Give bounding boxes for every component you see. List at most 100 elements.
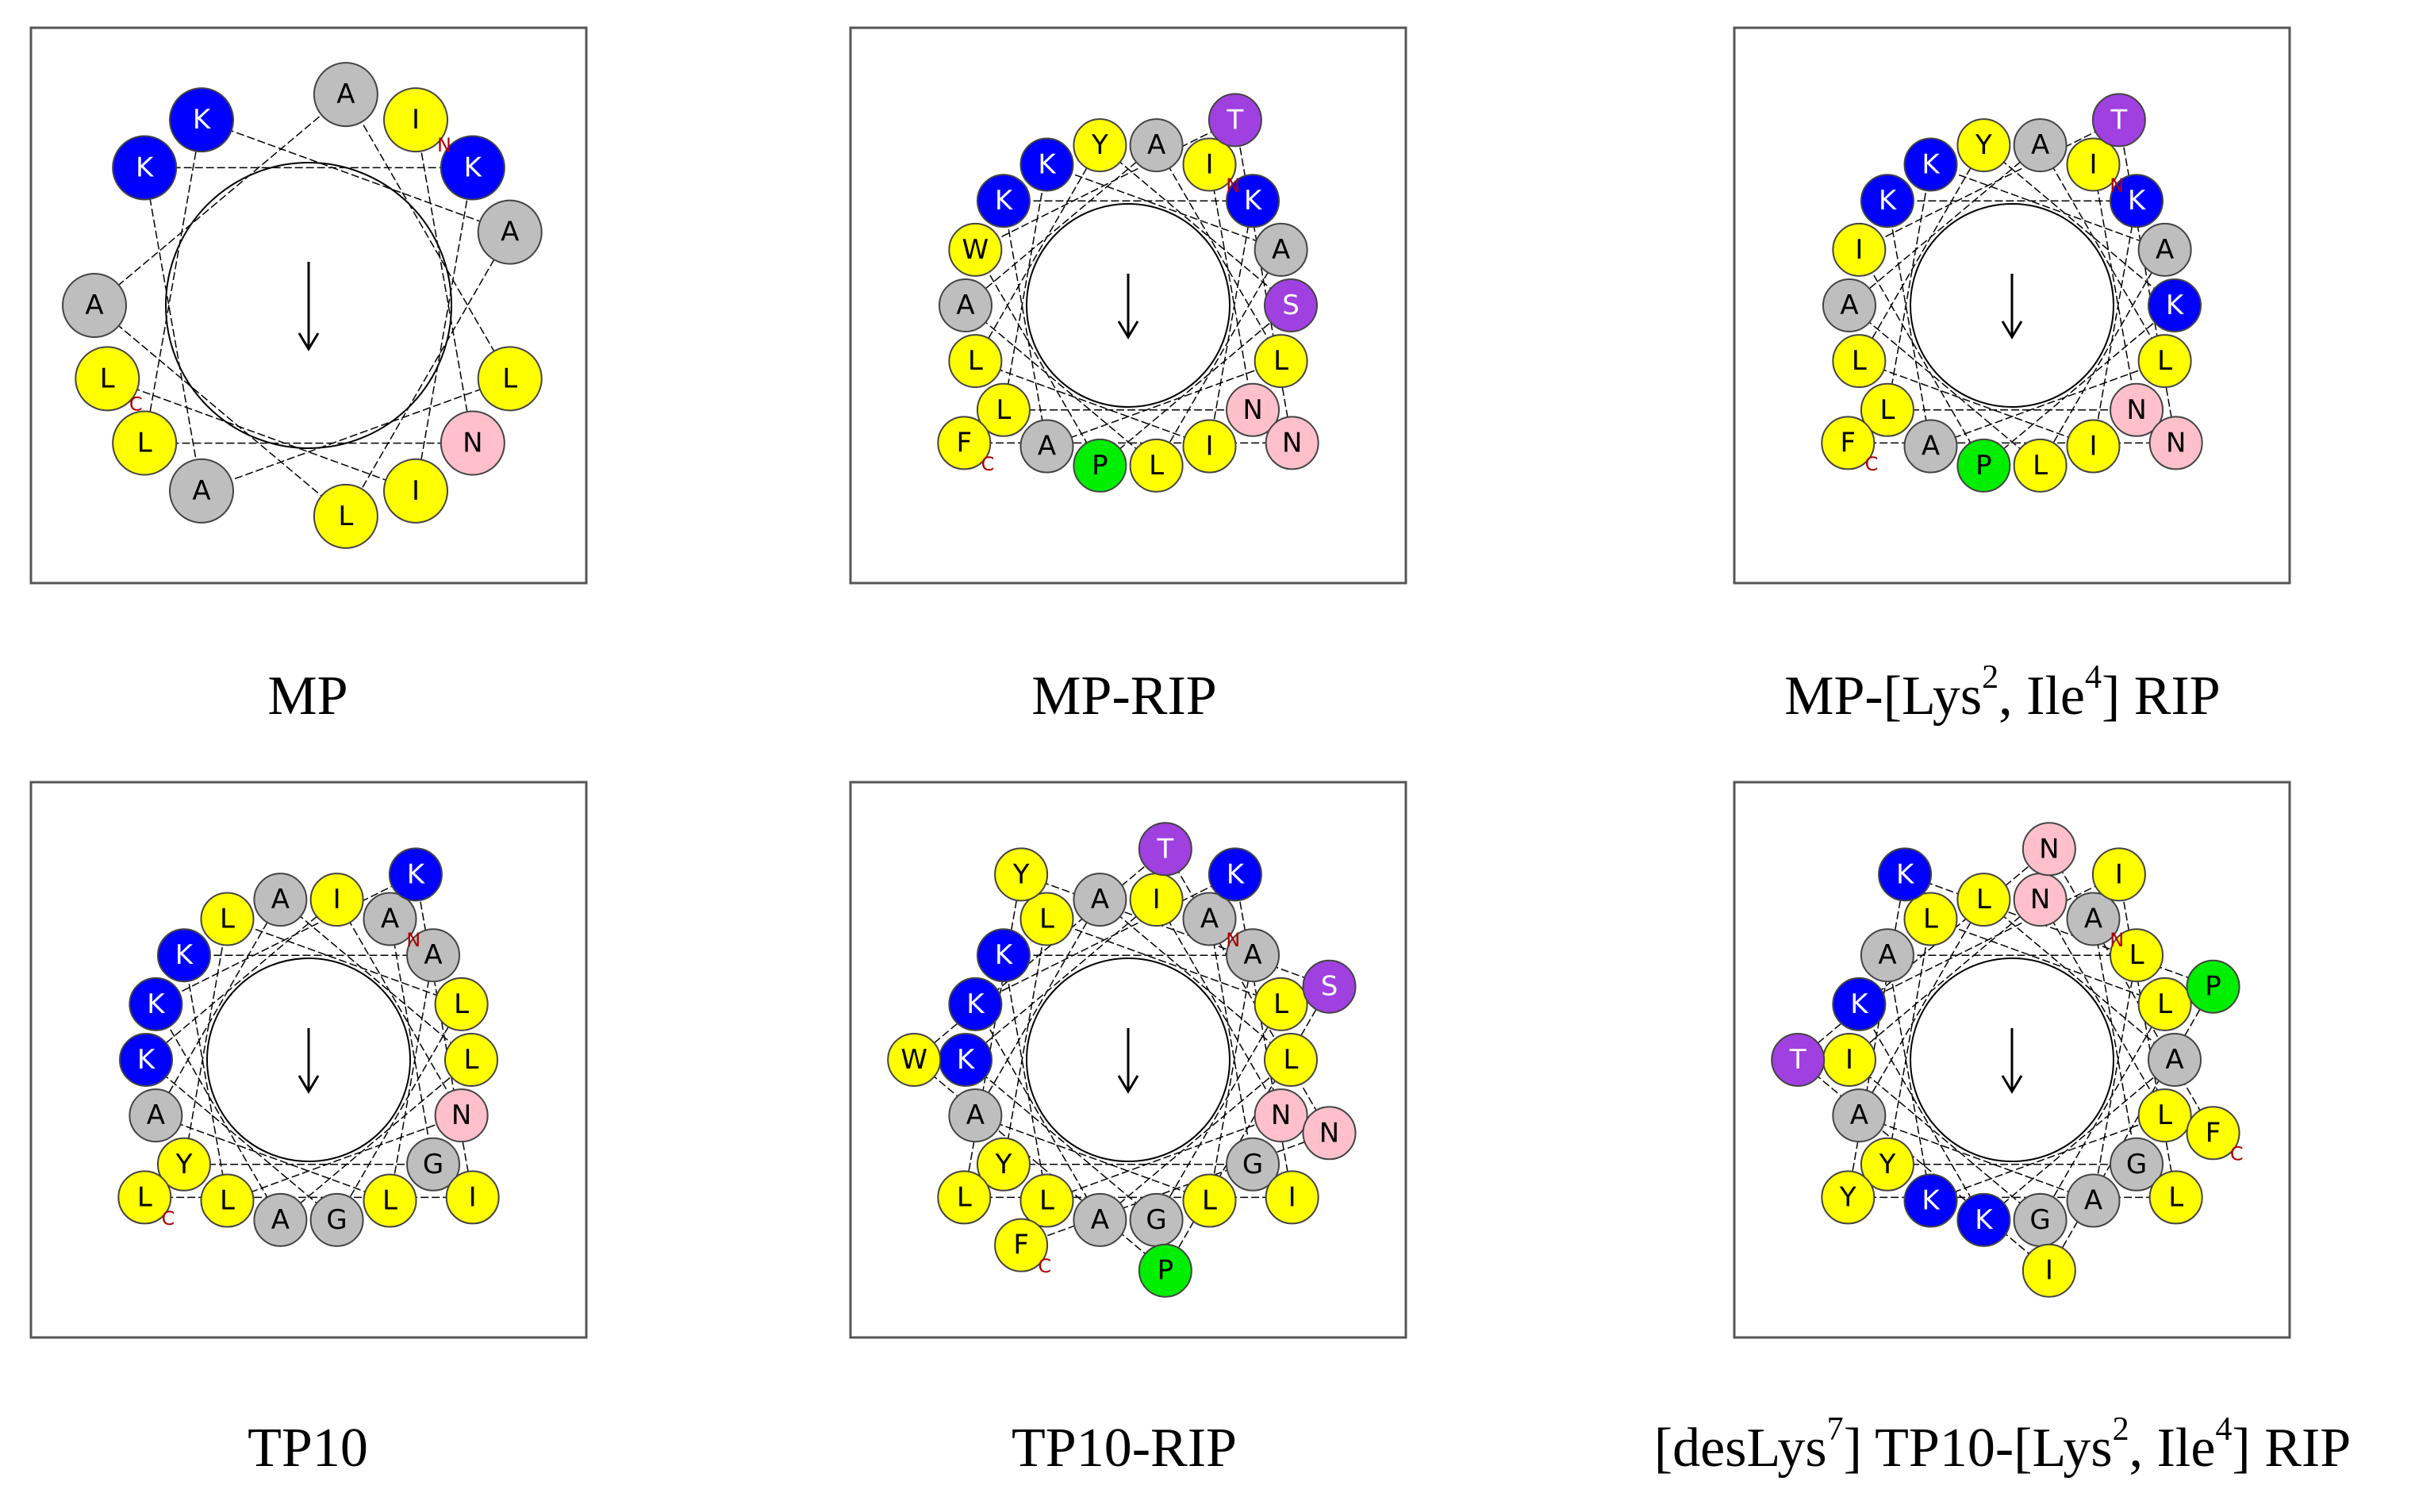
residue: I bbox=[1265, 1170, 1319, 1225]
residue: L bbox=[200, 1173, 255, 1228]
residue-circle bbox=[1182, 419, 1237, 474]
residue-letter: A bbox=[1147, 129, 1165, 161]
residue: K bbox=[2110, 174, 2164, 228]
residue: P bbox=[1073, 438, 1127, 493]
residue-letter: A bbox=[2031, 129, 2049, 161]
residue: L bbox=[1903, 892, 1958, 946]
residue-letter: A bbox=[1200, 903, 1219, 934]
residue-circle bbox=[1182, 892, 1237, 946]
caption-superscript: 2 bbox=[2113, 1411, 2129, 1448]
residue-circle bbox=[937, 416, 992, 470]
residue-letter: L bbox=[1202, 1185, 1217, 1217]
caption-text: ] RIP bbox=[2102, 666, 2221, 727]
residue: L bbox=[363, 1173, 417, 1228]
residue: L bbox=[444, 1033, 498, 1087]
residue-circle bbox=[2110, 1137, 2164, 1192]
residue: K bbox=[1903, 137, 1958, 192]
residue-circle bbox=[1903, 1173, 1958, 1228]
caption-text: TP10 bbox=[248, 1418, 368, 1479]
residue-letter: I bbox=[333, 884, 341, 915]
residue-circle bbox=[976, 928, 1031, 983]
residue-letter: P bbox=[2205, 971, 2221, 1003]
residue-letter: A bbox=[1272, 234, 1290, 266]
residue-letter: Y bbox=[1879, 1149, 1896, 1180]
residue: N bbox=[1302, 1106, 1357, 1161]
c-terminus-label: C bbox=[129, 393, 143, 415]
residue-letter: I bbox=[1855, 234, 1863, 266]
residue-circle bbox=[1822, 278, 1876, 332]
residue: L bbox=[1019, 1173, 1074, 1228]
wheel-core bbox=[1026, 203, 1231, 408]
residue: Y bbox=[1956, 118, 2011, 173]
residue: L bbox=[2013, 438, 2068, 493]
residue-letter: I bbox=[412, 104, 420, 136]
residue-circle bbox=[445, 1170, 500, 1225]
caption-text: [desLys bbox=[1654, 1418, 1827, 1479]
residue-letter: W bbox=[900, 1044, 927, 1076]
residue-letter: K bbox=[175, 939, 194, 971]
residue: A bbox=[2066, 1173, 2121, 1228]
residue-circle bbox=[1264, 278, 1318, 332]
residue-letter: L bbox=[1879, 394, 1895, 426]
residue-circle bbox=[2186, 1106, 2240, 1161]
residue-letter: Y bbox=[1091, 129, 1108, 161]
residue-circle bbox=[2013, 438, 2068, 493]
residue-circle bbox=[2148, 278, 2202, 332]
residue-circle bbox=[1254, 1088, 1308, 1143]
residue-circle bbox=[313, 62, 378, 128]
residue-letter: L bbox=[957, 1181, 972, 1213]
wheel-core bbox=[206, 957, 411, 1162]
residue-letter: P bbox=[1158, 1255, 1174, 1287]
hydrophobic-moment-arrow bbox=[1117, 1028, 1139, 1094]
residue: L bbox=[937, 1170, 992, 1225]
residue: Y bbox=[994, 847, 1049, 902]
residue-letter: I bbox=[2089, 431, 2097, 462]
residue: W bbox=[887, 1033, 942, 1087]
residue: K bbox=[1208, 847, 1262, 902]
residue: P bbox=[2186, 959, 2240, 1014]
residue-circle bbox=[363, 892, 417, 946]
residue-circle bbox=[363, 1173, 417, 1228]
residue-circle bbox=[1254, 222, 1308, 277]
residue: I bbox=[1129, 873, 1184, 927]
residue: K bbox=[119, 1033, 173, 1087]
residue-letter: G bbox=[1146, 1204, 1166, 1236]
residue-circle bbox=[1226, 928, 1280, 983]
residue: A bbox=[1903, 419, 1958, 474]
residue-circle bbox=[1265, 416, 1319, 470]
residue-circle bbox=[937, 1170, 992, 1225]
residue-letter: K bbox=[1850, 988, 1869, 1020]
residue-circle bbox=[1832, 1088, 1887, 1143]
residue-letter: L bbox=[220, 903, 235, 934]
residue: A bbox=[62, 273, 127, 338]
c-terminus-label: C bbox=[981, 453, 995, 475]
residue-circle bbox=[1771, 1033, 1826, 1087]
residue-circle bbox=[62, 273, 127, 338]
residue-letter: K bbox=[995, 939, 1014, 971]
residue-circle bbox=[1019, 1173, 1074, 1228]
residue-letter: L bbox=[2157, 1099, 2172, 1131]
residue-circle bbox=[477, 199, 543, 265]
residue-circle bbox=[1264, 1033, 1318, 1087]
residue-letter: L bbox=[2033, 450, 2048, 482]
residue-circle bbox=[1832, 977, 1887, 1031]
residue-letter: N bbox=[2126, 394, 2146, 426]
residue: N bbox=[2148, 416, 2203, 470]
residue-circle bbox=[440, 410, 505, 476]
residue-circle bbox=[2110, 174, 2164, 228]
residue-circle bbox=[2148, 1170, 2203, 1225]
caption-superscript: 2 bbox=[1982, 659, 1998, 696]
residue: G bbox=[406, 1137, 461, 1192]
residue: L bbox=[313, 483, 378, 549]
residue-letter: I bbox=[1153, 884, 1161, 915]
residue: K bbox=[976, 174, 1031, 228]
residue-circle bbox=[1226, 174, 1280, 228]
residue-letter: L bbox=[996, 394, 1011, 426]
residue-letter: K bbox=[147, 988, 166, 1020]
residue: L bbox=[200, 892, 255, 946]
residue-circle bbox=[1878, 847, 1933, 902]
residue: A bbox=[1073, 1192, 1127, 1247]
residue-letter: Y bbox=[1975, 129, 1992, 161]
residue-circle bbox=[129, 977, 183, 1031]
residue-letter: A bbox=[956, 290, 974, 321]
